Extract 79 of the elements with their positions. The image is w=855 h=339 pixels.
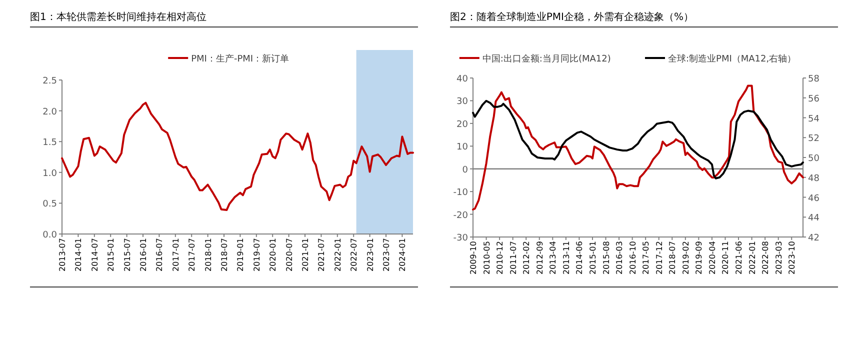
- y2-tick-label: 56: [808, 94, 820, 104]
- legend-label: PMI：生产-PMI：新订单: [191, 54, 290, 64]
- x-tick-label: 2015-07: [122, 238, 132, 272]
- x-tick-label: 2020-04: [708, 241, 717, 274]
- y-tick-label: 2.0: [42, 107, 58, 118]
- x-tick-label: 2023-07: [382, 238, 391, 272]
- y-tick-label: 0.5: [42, 200, 57, 210]
- x-tick-label: 2013-04: [548, 241, 558, 274]
- x-tick-label: 2022-01: [333, 238, 342, 272]
- x-tick-label: 2022-01: [748, 241, 757, 274]
- x-tick-label: 2016-03: [615, 241, 624, 274]
- x-tick-label: 2017-01: [171, 238, 180, 272]
- x-tick-label: 2022-07: [350, 238, 359, 272]
- x-tick-label: 2014-07: [90, 238, 100, 272]
- y2-tick-label: 54: [808, 114, 820, 124]
- y-tick-label: 20: [456, 120, 468, 130]
- y2-tick-label: 58: [808, 74, 820, 84]
- y-tick-label: 40: [456, 74, 468, 84]
- chart-title: 图1：本轮供需差长时间维持在相对高位: [30, 11, 206, 23]
- y-tick-label: 0: [462, 165, 468, 176]
- y-tick-label: 30: [456, 97, 468, 108]
- x-tick-label: 2017-07: [188, 238, 197, 272]
- y-tick-label: 10: [456, 142, 468, 153]
- y-tick-label: 1.0: [42, 168, 58, 179]
- x-tick-label: 2015-08: [602, 241, 611, 274]
- x-tick-label: 2023-10: [788, 241, 797, 274]
- x-tick-label: 2018-07: [668, 241, 678, 274]
- line-series: [472, 100, 804, 180]
- x-tick-label: 2022-08: [761, 241, 770, 274]
- x-tick-label: 2019-02: [681, 241, 690, 274]
- x-tick-label: 2010-05: [482, 241, 492, 274]
- x-tick-label: 2011-07: [508, 241, 518, 274]
- y2-tick-label: 44: [808, 214, 820, 224]
- x-tick-label: 2019-09: [694, 241, 704, 274]
- x-tick-label: 2015-01: [588, 241, 598, 274]
- y-tick-label: 2.5: [42, 76, 57, 86]
- y2-tick-label: 48: [808, 174, 820, 184]
- x-tick-label: 2020-07: [284, 238, 294, 272]
- x-tick-label: 2016-07: [155, 238, 164, 272]
- y-tick-label: -10: [453, 188, 468, 198]
- y-tick-label: -30: [453, 234, 468, 244]
- x-tick-label: 2014-06: [575, 241, 584, 274]
- x-tick-label: 2013-11: [562, 241, 571, 274]
- chart-title: 图2：随着全球制造业PMI企稳，外需有企稳迹象（%）: [450, 11, 694, 23]
- x-tick-label: 2017-12: [654, 241, 664, 274]
- y2-tick-label: 42: [808, 234, 820, 244]
- y-tick-label: 0.0: [42, 230, 58, 240]
- legend-label: 全球:制造业PMI（MA12,右轴）: [668, 54, 796, 64]
- y-tick-label: 1.5: [42, 138, 57, 148]
- line-series: [472, 84, 804, 211]
- x-tick-label: 2016-01: [139, 238, 148, 272]
- x-tick-label: 2020-01: [268, 238, 278, 272]
- x-tick-label: 2021-06: [734, 241, 744, 274]
- x-tick-label: 2012-09: [535, 241, 544, 274]
- legend: PMI：生产-PMI：新订单: [168, 54, 290, 64]
- y2-tick-label: 46: [808, 194, 820, 204]
- x-tick-label: 2015-01: [106, 238, 116, 272]
- x-tick-label: 2017-05: [642, 241, 651, 274]
- x-tick-label: 2021-01: [301, 238, 310, 272]
- x-tick-label: 2020-11: [721, 241, 730, 274]
- x-tick-label: 2023-01: [366, 238, 375, 272]
- x-tick-label: 2023-03: [774, 241, 784, 274]
- legend-label: 中国:出口金额:当月同比(MA12): [482, 54, 611, 64]
- x-tick-label: 2013-07: [58, 238, 67, 272]
- y-tick-label: -20: [453, 210, 468, 221]
- x-tick-label: 2010-12: [496, 241, 505, 274]
- x-tick-label: 2024-01: [398, 238, 408, 272]
- x-tick-label: 2014-01: [74, 238, 84, 272]
- x-tick-label: 2019-07: [252, 238, 262, 272]
- x-tick-label: 2009-10: [469, 241, 478, 274]
- x-tick-label: 2016-10: [628, 241, 638, 274]
- y2-tick-label: 52: [808, 134, 820, 144]
- x-tick-label: 2012-02: [522, 241, 532, 274]
- x-tick-label: 2019-01: [236, 238, 246, 272]
- y2-tick-label: 50: [808, 154, 820, 164]
- x-tick-label: 2021-07: [317, 238, 326, 272]
- x-tick-label: 2018-07: [220, 238, 229, 272]
- line-series: [61, 102, 414, 211]
- x-tick-label: 2018-01: [204, 238, 213, 272]
